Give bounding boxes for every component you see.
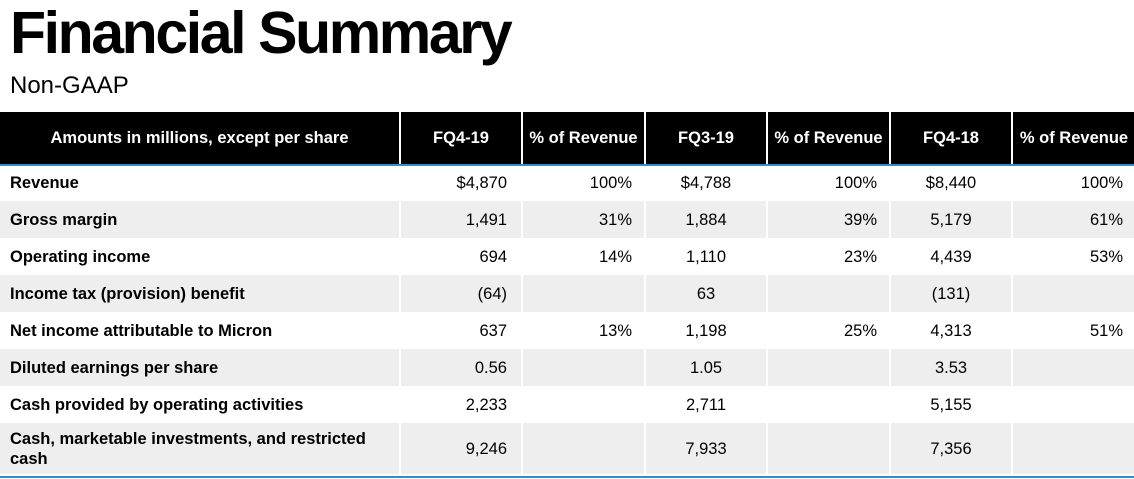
row-label: Net income attributable to Micron bbox=[0, 312, 400, 349]
pct-of-revenue-cell: 23% bbox=[766, 238, 890, 275]
column-header-pct-revenue: % of Revenue bbox=[1011, 112, 1134, 164]
value-cell: $4,870 bbox=[399, 164, 522, 201]
pct-of-revenue-cell bbox=[521, 275, 645, 312]
row-label: Income tax (provision) benefit bbox=[0, 275, 400, 312]
value-cell: 4,313 bbox=[889, 312, 1012, 349]
value-cell: 2,233 bbox=[399, 386, 522, 423]
value-cell: 1,884 bbox=[644, 201, 767, 238]
pct-of-revenue-cell bbox=[1011, 386, 1134, 423]
value-cell: 5,155 bbox=[889, 386, 1012, 423]
pct-of-revenue-cell bbox=[1011, 349, 1134, 386]
pct-of-revenue-cell bbox=[766, 275, 890, 312]
value-cell: 4,439 bbox=[889, 238, 1012, 275]
page-title: Financial Summary bbox=[10, 0, 513, 66]
pct-of-revenue-cell bbox=[521, 423, 645, 474]
column-header-amounts: Amounts in millions, except per share bbox=[0, 112, 400, 164]
value-cell: 1,491 bbox=[399, 201, 522, 238]
table-row: Gross margin 1,491 31% 1,884 39% 5,179 61% bbox=[0, 201, 1134, 238]
value-cell: 0.56 bbox=[399, 349, 522, 386]
row-label: Diluted earnings per share bbox=[0, 349, 400, 386]
pct-of-revenue-cell bbox=[766, 423, 890, 474]
table-header-row: Amounts in millions, except per share FQ… bbox=[0, 112, 1134, 164]
pct-of-revenue-cell: 53% bbox=[1011, 238, 1134, 275]
row-label: Cash, marketable investments, and restri… bbox=[0, 423, 400, 474]
pct-of-revenue-cell: 13% bbox=[521, 312, 645, 349]
table-row: Cash, marketable investments, and restri… bbox=[0, 423, 1134, 474]
pct-of-revenue-cell: 100% bbox=[1011, 164, 1134, 201]
value-cell: $8,440 bbox=[889, 164, 1012, 201]
pct-of-revenue-cell: 51% bbox=[1011, 312, 1134, 349]
value-cell: 694 bbox=[399, 238, 522, 275]
pct-of-revenue-cell bbox=[1011, 275, 1134, 312]
pct-of-revenue-cell: 14% bbox=[521, 238, 645, 275]
table-row: Revenue $4,870 100% $4,788 100% $8,440 100% bbox=[0, 164, 1134, 201]
column-header-fq4-19: FQ4-19 bbox=[399, 112, 522, 164]
value-cell: 63 bbox=[644, 275, 767, 312]
pct-of-revenue-cell: 100% bbox=[766, 164, 890, 201]
pct-of-revenue-cell bbox=[766, 349, 890, 386]
row-label: Gross margin bbox=[0, 201, 400, 238]
table-row: Cash provided by operating activities 2,2… bbox=[0, 386, 1134, 423]
row-label: Cash provided by operating activities bbox=[0, 386, 400, 423]
table-bottom-rule bbox=[0, 476, 1134, 478]
column-header-pct-revenue: % of Revenue bbox=[521, 112, 645, 164]
pct-of-revenue-cell bbox=[1011, 423, 1134, 474]
value-cell: 637 bbox=[399, 312, 522, 349]
value-cell: $4,788 bbox=[644, 164, 767, 201]
value-cell: 2,711 bbox=[644, 386, 767, 423]
row-label: Operating income bbox=[0, 238, 400, 275]
pct-of-revenue-cell bbox=[521, 349, 645, 386]
table-row: Operating income 694 14% 1,110 23% 4,439 53% bbox=[0, 238, 1134, 275]
table-row: Income tax (provision) benefit (64) 63 (131… bbox=[0, 275, 1134, 312]
value-cell: 1,110 bbox=[644, 238, 767, 275]
value-cell: 3.53 bbox=[889, 349, 1012, 386]
value-cell: 7,356 bbox=[889, 423, 1012, 474]
value-cell: 1,198 bbox=[644, 312, 767, 349]
pct-of-revenue-cell: 25% bbox=[766, 312, 890, 349]
value-cell: 7,933 bbox=[644, 423, 767, 474]
column-header-pct-revenue: % of Revenue bbox=[766, 112, 890, 164]
pct-of-revenue-cell: 31% bbox=[521, 201, 645, 238]
column-header-fq3-19: FQ3-19 bbox=[644, 112, 767, 164]
column-header-fq4-18: FQ4-18 bbox=[889, 112, 1012, 164]
table-row: Diluted earnings per share 0.56 1.05 3.53 bbox=[0, 349, 1134, 386]
pct-of-revenue-cell: 61% bbox=[1011, 201, 1134, 238]
value-cell: (131) bbox=[889, 275, 1012, 312]
pct-of-revenue-cell: 39% bbox=[766, 201, 890, 238]
row-label: Revenue bbox=[0, 164, 400, 201]
table-body: Revenue $4,870 100% $4,788 100% $8,440 100% Gro… bbox=[0, 164, 1134, 474]
value-cell: 9,246 bbox=[399, 423, 522, 474]
pct-of-revenue-cell bbox=[521, 386, 645, 423]
pct-of-revenue-cell bbox=[766, 386, 890, 423]
value-cell: 1.05 bbox=[644, 349, 767, 386]
page-subtitle: Non-GAAP bbox=[10, 72, 129, 99]
value-cell: 5,179 bbox=[889, 201, 1012, 238]
header-accent-rule bbox=[0, 164, 1134, 166]
table-row: Net income attributable to Micron 637 13% 1… bbox=[0, 312, 1134, 349]
pct-of-revenue-cell: 100% bbox=[521, 164, 645, 201]
value-cell: (64) bbox=[399, 275, 522, 312]
financial-summary-table: Amounts in millions, except per share FQ… bbox=[0, 112, 1134, 474]
